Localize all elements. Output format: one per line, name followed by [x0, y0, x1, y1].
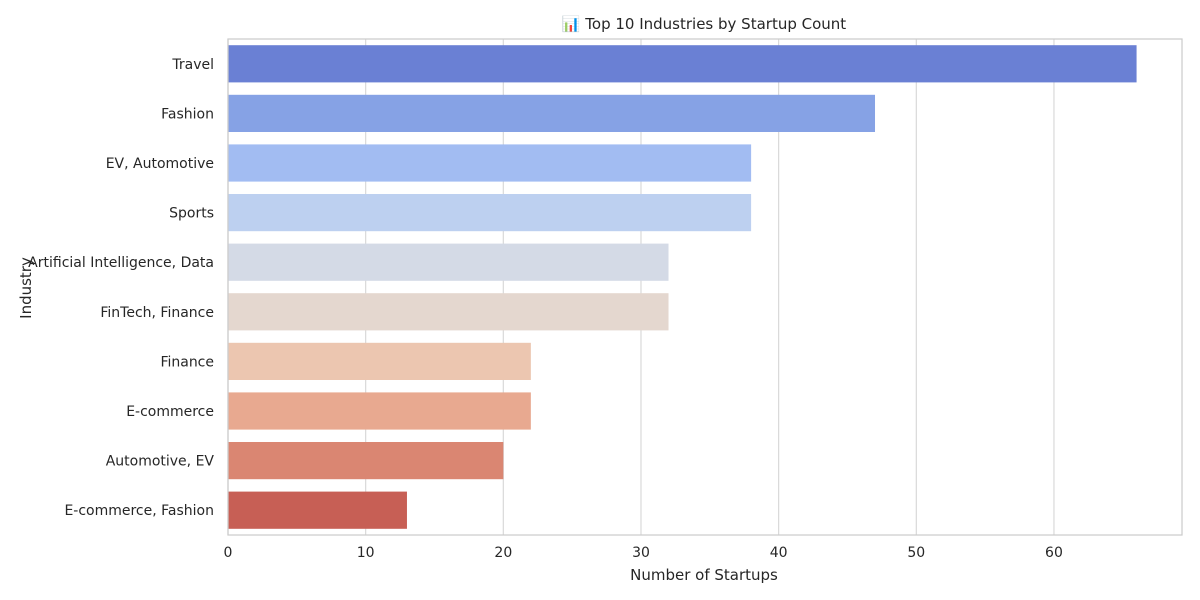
bar	[228, 144, 752, 182]
y-axis-title: Industry	[17, 257, 35, 319]
bar	[228, 45, 1137, 83]
y-tick-label: FinTech, Finance	[100, 305, 214, 321]
x-tick-labels: 0 10 20 30 40 50 60	[224, 545, 1063, 561]
bar	[228, 491, 407, 529]
x-tick-label: 50	[907, 545, 925, 561]
y-tick-label: E-commerce, Fashion	[64, 503, 214, 519]
chart-title: 📊 Top 10 Industries by Startup Count	[562, 15, 846, 33]
plot-frame	[227, 38, 1183, 536]
y-tick-label: Fashion	[161, 106, 214, 122]
bar	[228, 342, 531, 380]
x-tick-label: 0	[224, 545, 233, 561]
x-tick-label: 40	[770, 545, 788, 561]
x-axis-title: Number of Startups	[630, 566, 778, 584]
y-tick-label: Travel	[171, 57, 214, 73]
y-tick-label: Finance	[160, 354, 214, 370]
x-tick-label: 60	[1045, 545, 1063, 561]
x-tick-label: 20	[494, 545, 512, 561]
bar	[228, 442, 504, 480]
bar	[228, 194, 752, 232]
bar	[228, 94, 876, 132]
x-tick-label: 30	[632, 545, 650, 561]
bar	[228, 243, 669, 281]
y-tick-label: Artificial Intelligence, Data	[28, 255, 214, 271]
x-tick-label: 10	[357, 545, 375, 561]
y-tick-label: Automotive, EV	[106, 454, 215, 470]
bar	[228, 293, 669, 331]
y-tick-label: E-commerce	[126, 404, 214, 420]
bar	[228, 392, 531, 430]
y-tick-labels: Travel Fashion EV, Automotive Sports Artific…	[28, 57, 214, 519]
y-tick-label: Sports	[169, 206, 214, 222]
bars	[228, 45, 1137, 529]
y-tick-label: EV, Automotive	[106, 156, 214, 172]
